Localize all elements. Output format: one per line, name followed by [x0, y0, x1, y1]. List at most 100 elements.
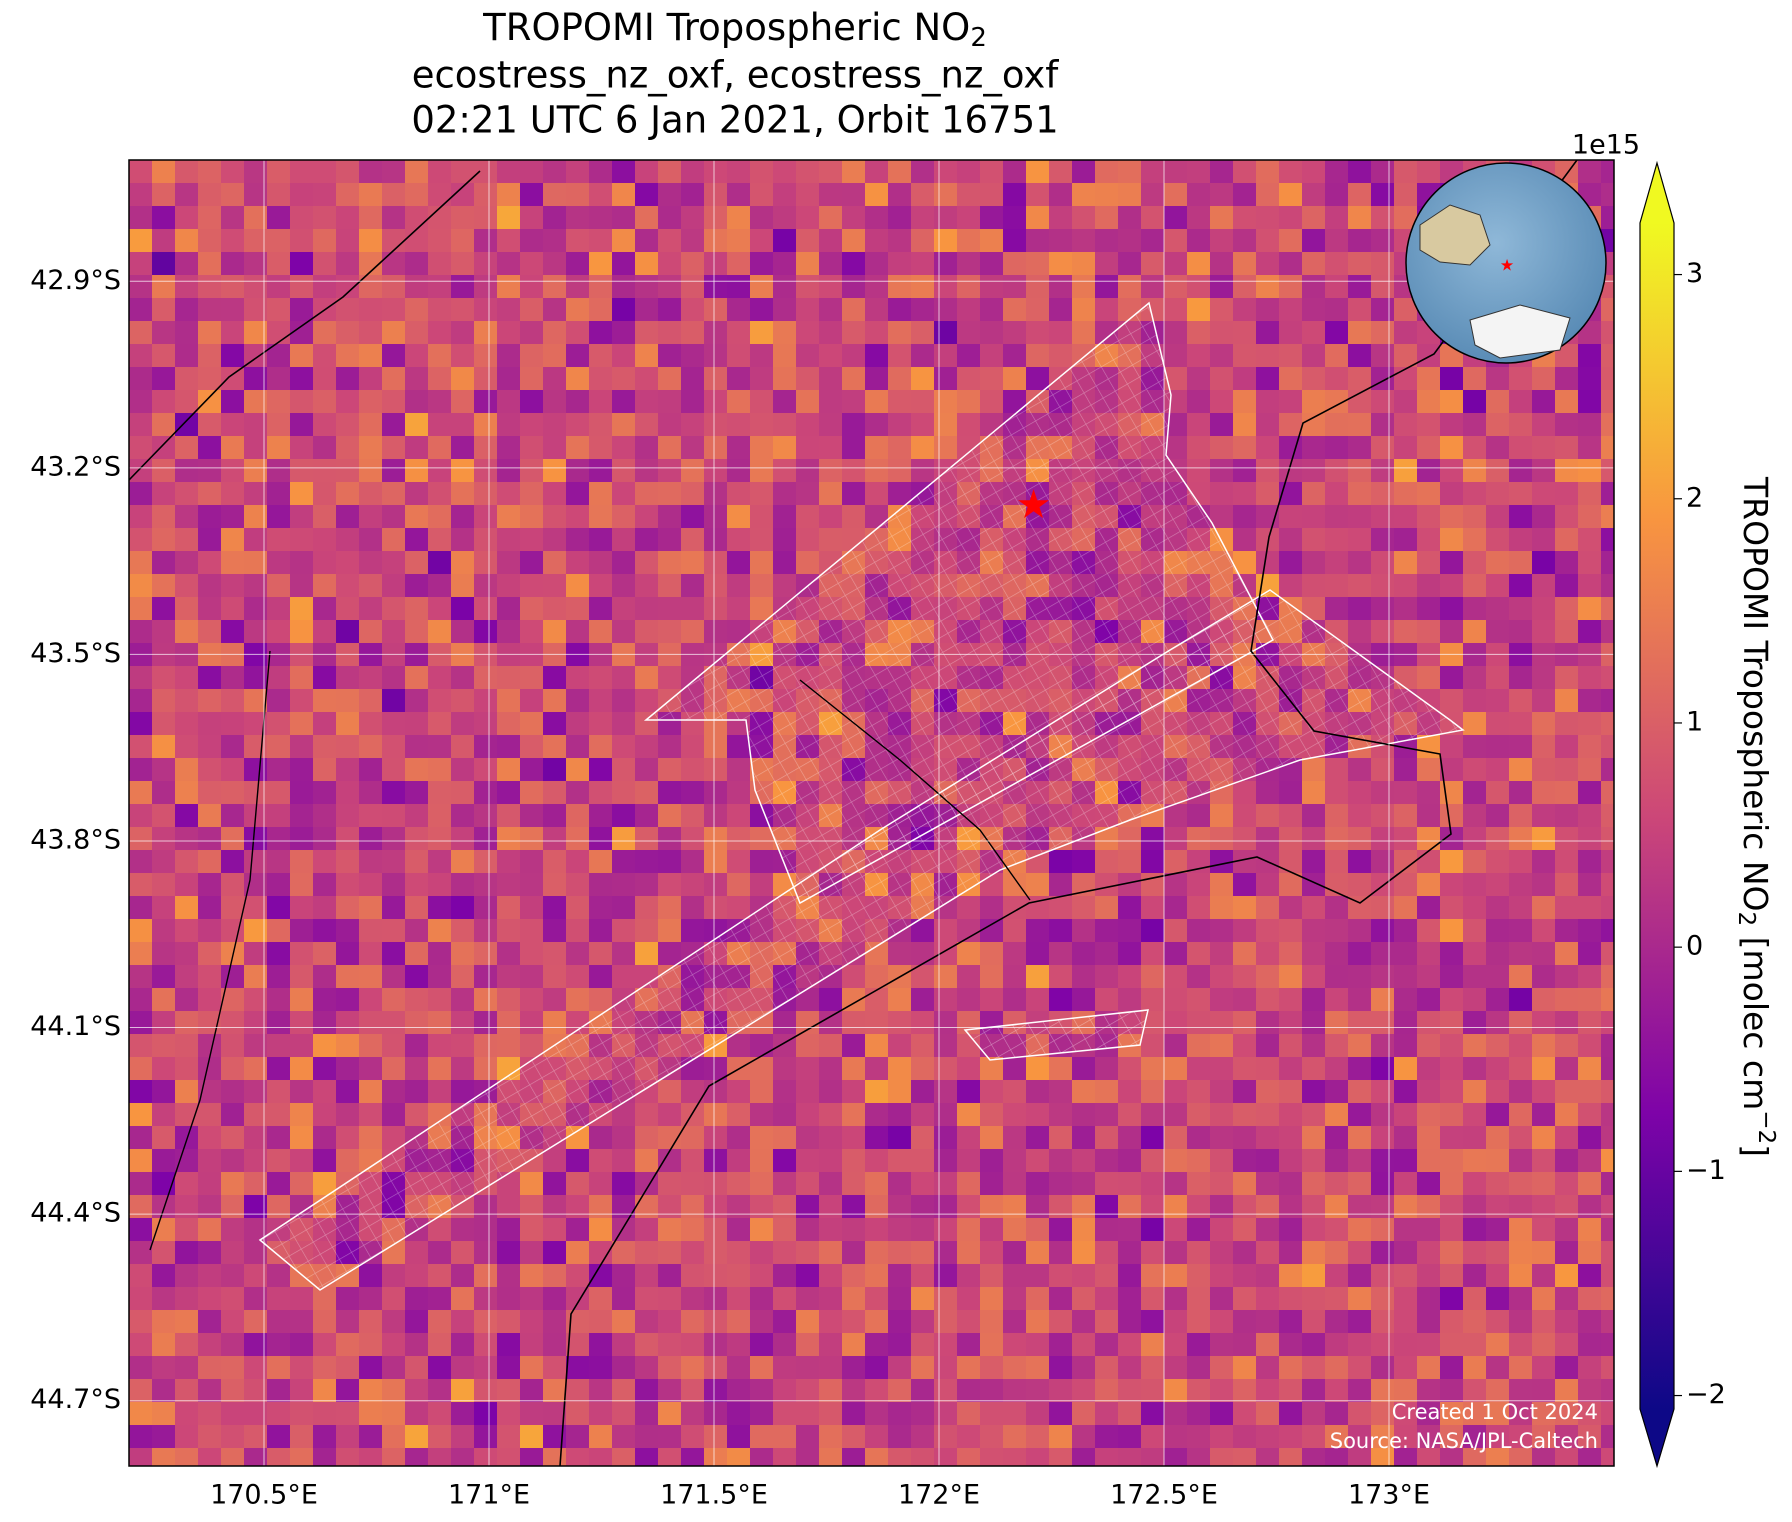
raster-cell — [405, 1057, 429, 1081]
raster-cell — [727, 298, 751, 322]
raster-cell — [1578, 689, 1602, 713]
raster-cell — [750, 1448, 774, 1466]
raster-cell — [1440, 1448, 1464, 1466]
raster-cell — [520, 551, 544, 575]
raster-cell — [865, 459, 889, 483]
raster-cell — [428, 1356, 452, 1380]
raster-cell — [405, 206, 429, 230]
raster-cell — [405, 1402, 429, 1426]
raster-cell — [566, 827, 590, 851]
raster-cell — [612, 1172, 636, 1196]
raster-cell — [750, 1103, 774, 1127]
raster-cell — [1210, 183, 1234, 207]
raster-cell — [1371, 1011, 1395, 1035]
raster-cell — [1509, 1379, 1533, 1403]
raster-cell — [888, 1264, 912, 1288]
raster-cell — [405, 459, 429, 483]
raster-cell — [198, 436, 222, 460]
raster-cell — [681, 758, 705, 782]
raster-cell — [911, 1034, 935, 1058]
raster-cell — [750, 1425, 774, 1449]
raster-cell — [658, 1080, 682, 1104]
raster-cell — [612, 1425, 636, 1449]
raster-cell — [175, 1195, 199, 1219]
raster-cell — [658, 275, 682, 299]
raster-cell — [911, 942, 935, 966]
raster-cell — [198, 482, 222, 506]
raster-cell — [1325, 298, 1349, 322]
raster-cell — [405, 321, 429, 345]
raster-cell — [796, 528, 820, 552]
raster-cell — [1417, 1264, 1441, 1288]
raster-cell — [1095, 919, 1119, 943]
raster-cell — [1394, 620, 1418, 644]
raster-cell — [1463, 1379, 1487, 1403]
raster-cell — [359, 574, 383, 598]
raster-cell — [267, 229, 291, 253]
raster-cell — [405, 275, 429, 299]
raster-cell — [704, 1333, 728, 1357]
raster-cell — [727, 1448, 751, 1466]
raster-cell — [221, 1034, 245, 1058]
raster-cell — [1049, 275, 1073, 299]
raster-cell — [1279, 896, 1303, 920]
raster-cell — [865, 229, 889, 253]
raster-cell — [1417, 758, 1441, 782]
raster-cell — [589, 620, 613, 644]
raster-cell — [911, 344, 935, 368]
raster-cell — [1532, 1310, 1556, 1334]
raster-cell — [727, 1241, 751, 1265]
raster-cell — [1578, 919, 1602, 943]
raster-cell — [1440, 620, 1464, 644]
raster-cell — [1578, 344, 1602, 368]
raster-cell — [451, 712, 475, 736]
raster-cell — [405, 252, 429, 276]
raster-cell — [1578, 574, 1602, 598]
raster-cell — [1440, 597, 1464, 621]
raster-cell — [612, 390, 636, 414]
raster-cell — [198, 1448, 222, 1466]
raster-cell — [1394, 1057, 1418, 1081]
raster-cell — [1187, 965, 1211, 989]
raster-cell — [1279, 804, 1303, 828]
raster-cell — [543, 1379, 567, 1403]
raster-cell — [520, 1287, 544, 1311]
raster-cell — [957, 1195, 981, 1219]
raster-cell — [405, 1379, 429, 1403]
raster-cell — [428, 206, 452, 230]
raster-cell — [382, 712, 406, 736]
raster-cell — [129, 298, 153, 322]
raster-cell — [359, 1011, 383, 1035]
raster-cell — [1486, 459, 1510, 483]
raster-cell — [1095, 160, 1119, 184]
raster-cell — [244, 1103, 268, 1127]
raster-cell — [1187, 1195, 1211, 1219]
raster-cell — [704, 1126, 728, 1150]
raster-cell — [1440, 574, 1464, 598]
raster-cell — [382, 1310, 406, 1334]
raster-cell — [1256, 229, 1280, 253]
raster-cell — [727, 896, 751, 920]
raster-cell — [1210, 1425, 1234, 1449]
raster-cell — [957, 1126, 981, 1150]
raster-cell — [1463, 804, 1487, 828]
raster-cell — [1049, 183, 1073, 207]
raster-cell — [681, 1103, 705, 1127]
raster-cell — [635, 459, 659, 483]
raster-cell — [635, 804, 659, 828]
raster-cell — [773, 1356, 797, 1380]
raster-cell — [1210, 1241, 1234, 1265]
raster-cell — [244, 1356, 268, 1380]
raster-cell — [1302, 482, 1326, 506]
raster-cell — [681, 827, 705, 851]
raster-cell — [819, 1218, 843, 1242]
raster-cell — [773, 390, 797, 414]
raster-cell — [129, 1172, 153, 1196]
raster-cell — [1187, 988, 1211, 1012]
raster-cell — [911, 390, 935, 414]
raster-cell — [1187, 321, 1211, 345]
raster-cell — [727, 321, 751, 345]
raster-cell — [1187, 275, 1211, 299]
raster-cell — [865, 1241, 889, 1265]
raster-cell — [911, 1333, 935, 1357]
